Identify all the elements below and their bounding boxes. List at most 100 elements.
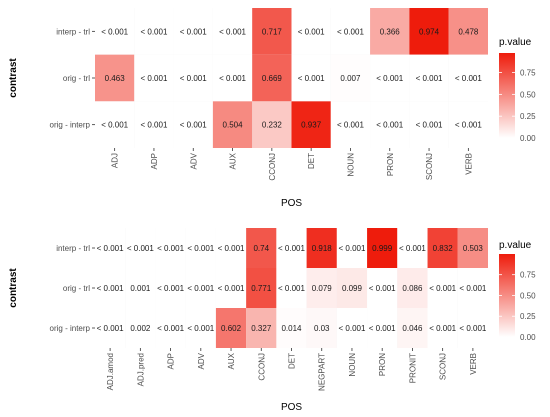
cell-value-label: < 0.001 — [337, 121, 364, 130]
x-tick-label: ADV — [189, 152, 198, 169]
cell-value-label: < 0.001 — [218, 284, 245, 293]
legend-tick-label: 0.25 — [520, 112, 536, 121]
color-legend: p.value 0.75 0.50 0.25 0.00 — [499, 240, 536, 342]
cell-value-label: < 0.001 — [429, 284, 456, 293]
cell-value-label: < 0.001 — [218, 244, 245, 253]
cell-value-label: < 0.001 — [399, 244, 426, 253]
cell-value-label: < 0.001 — [127, 244, 154, 253]
cell-value-label: 0.001 — [130, 284, 151, 293]
cell-value-label: < 0.001 — [97, 244, 124, 253]
cell-value-label: < 0.001 — [180, 27, 207, 36]
legend-tick-label: 0.50 — [520, 90, 536, 99]
cell-value-label: 0.099 — [342, 284, 363, 293]
x-tick-label: ADJ.amod — [106, 353, 115, 390]
cell-value-label: 0.03 — [314, 324, 330, 333]
x-tick-label: NOUN — [346, 153, 355, 177]
y-tick-label: orig - trl — [63, 284, 90, 293]
cell-value-label: < 0.001 — [101, 121, 128, 130]
cell-value-label: < 0.001 — [219, 74, 246, 83]
cell-value-label: 0.999 — [372, 244, 393, 253]
cell-value-label: < 0.001 — [455, 74, 482, 83]
y-tick-label: orig - interp — [50, 324, 91, 333]
x-tick-label: DET — [307, 153, 316, 169]
x-tick-label: VERB — [469, 353, 478, 375]
x-tick-label: ADP — [150, 153, 159, 169]
y-tick-label: orig - trl — [63, 74, 90, 83]
cell-value-label: < 0.001 — [369, 284, 396, 293]
cell-value-label: < 0.001 — [101, 27, 128, 36]
x-tick-label: PRONIT — [408, 353, 417, 383]
cell-value-label: 0.832 — [433, 244, 454, 253]
cell-value-label: < 0.001 — [416, 121, 443, 130]
cell-value-label: < 0.001 — [97, 284, 124, 293]
cell-value-label: 0.74 — [253, 244, 269, 253]
cell-value-label: < 0.001 — [180, 74, 207, 83]
cell-value-label: 0.478 — [458, 27, 479, 36]
cell-value-label: < 0.001 — [157, 284, 184, 293]
cell-value-label: < 0.001 — [187, 284, 214, 293]
cell-value-label: 0.918 — [312, 244, 333, 253]
x-tick-label: PRON — [378, 353, 387, 376]
x-tick-label: PRON — [386, 153, 395, 176]
x-tick-label: VERB — [464, 153, 473, 175]
x-axis-title: POS — [281, 198, 302, 209]
cell-value-label: 0.046 — [402, 324, 423, 333]
y-axis-title: contrast — [8, 268, 19, 308]
cell-value-label: 0.771 — [251, 284, 272, 293]
cell-value-label: 0.327 — [251, 324, 272, 333]
cell-value-label: 0.014 — [281, 324, 302, 333]
cell-value-label: < 0.001 — [180, 121, 207, 130]
cell-value-label: 0.503 — [463, 244, 484, 253]
cell-value-label: 0.463 — [105, 74, 126, 83]
color-legend: p.value 0.75 0.50 0.25 0.00 — [499, 37, 536, 143]
legend-tick-label: 0.50 — [520, 291, 536, 300]
heatmap-panel-2: < 0.001 < 0.001 < 0.001 < 0.001 < 0.001 0.74 <… — [8, 228, 536, 413]
y-axis-title: contrast — [8, 58, 19, 98]
legend-tick-label: 0.00 — [520, 333, 536, 342]
cell-value-label: < 0.001 — [140, 121, 167, 130]
legend-tick-label: 0.00 — [520, 134, 536, 143]
cell-value-label: < 0.001 — [376, 74, 403, 83]
y-tick-label: orig - interp — [50, 121, 91, 130]
x-tick-label: AUX — [227, 352, 236, 369]
legend-title: p.value — [499, 37, 532, 48]
x-tick-label: CCONJ — [268, 153, 277, 181]
cell-value-label: 0.504 — [223, 121, 244, 130]
cell-value-label: < 0.001 — [429, 324, 456, 333]
legend-color-bar — [499, 53, 515, 138]
cell-value-label: < 0.001 — [97, 324, 124, 333]
heatmap-panel-1: < 0.001 < 0.001 < 0.001 < 0.001 0.717 < 0.001… — [8, 8, 536, 209]
cell-value-label: 0.669 — [262, 74, 283, 83]
cell-value-label: < 0.001 — [455, 121, 482, 130]
cell-value-label: 0.717 — [262, 27, 283, 36]
legend-tick-label: 0.25 — [520, 312, 536, 321]
x-tick-label: ADP — [167, 353, 176, 369]
cell-value-label: < 0.001 — [459, 284, 486, 293]
x-tick-label: CCONJ — [257, 353, 266, 381]
cell-value-label: 0.007 — [340, 74, 361, 83]
cell-value-label: 0.232 — [262, 121, 283, 130]
cell-value-label: < 0.001 — [187, 324, 214, 333]
cell-value-label: < 0.001 — [369, 324, 396, 333]
cell-value-label: < 0.001 — [337, 27, 364, 36]
legend-tick-label: 0.75 — [520, 271, 536, 280]
cell-value-label: < 0.001 — [157, 324, 184, 333]
cell-value-label: 0.002 — [130, 324, 151, 333]
x-tick-label: NOUN — [348, 353, 357, 377]
cell-value-label: < 0.001 — [339, 324, 366, 333]
cell-value-label: < 0.001 — [459, 324, 486, 333]
cell-value-label: 0.937 — [301, 121, 322, 130]
cell-value-label: 0.079 — [312, 284, 333, 293]
x-tick-label: SCONJ — [439, 353, 448, 380]
cell-value-label: < 0.001 — [140, 74, 167, 83]
cell-value-label: < 0.001 — [157, 244, 184, 253]
cell-value-label: < 0.001 — [278, 244, 305, 253]
cell-value-label: 0.366 — [380, 27, 401, 36]
cell-value-label: < 0.001 — [187, 244, 214, 253]
cell-value-label: < 0.001 — [140, 27, 167, 36]
cell-value-label: < 0.001 — [298, 27, 325, 36]
legend-tick-label: 0.75 — [520, 69, 536, 78]
legend-title: p.value — [499, 240, 532, 251]
cell-value-label: < 0.001 — [298, 74, 325, 83]
